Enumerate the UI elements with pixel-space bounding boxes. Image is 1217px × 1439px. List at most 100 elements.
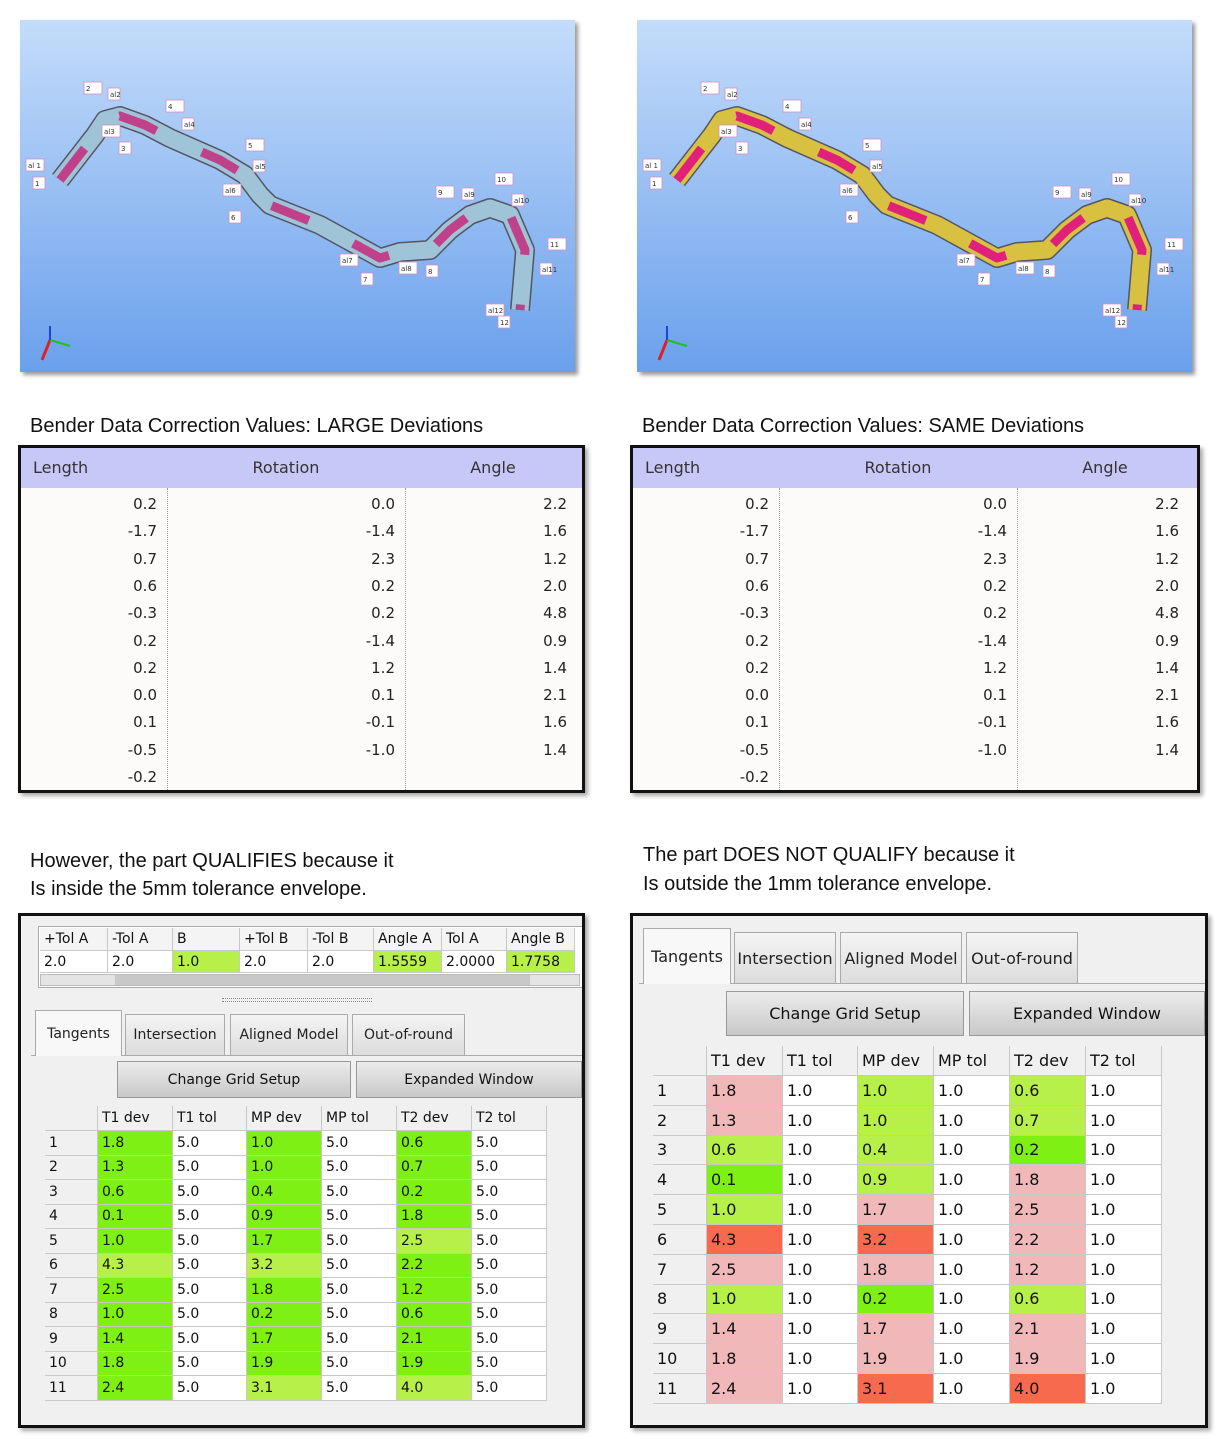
grid-cell: 5.0 [322, 1131, 397, 1156]
label-box [700, 81, 720, 95]
table-cell: -1.4 [977, 631, 1007, 650]
grid-cell: 1.0 [707, 1195, 783, 1225]
grid-cell: 5.0 [322, 1180, 397, 1205]
strip-header: Angle A [374, 928, 442, 951]
grid-cell: 0.6 [397, 1302, 472, 1327]
grid-cell: 0.4 [858, 1135, 934, 1166]
label-box [181, 117, 195, 131]
button[interactable]: Expanded Window [356, 1061, 582, 1098]
grid-cell: 5.0 [322, 1253, 397, 1278]
grid-cell: 1.0 [934, 1284, 1010, 1315]
point-label: 1 [652, 180, 656, 188]
tab[interactable]: Tangents [643, 928, 731, 984]
strip-value: 2.0 [240, 951, 308, 973]
label-box [718, 124, 738, 138]
grid-cell: 1.8 [707, 1076, 783, 1106]
label-box [642, 158, 662, 172]
grid-cell: 1.0 [934, 1165, 1010, 1196]
grid-cell: 1.0 [1086, 1135, 1162, 1166]
table-cell: 4.8 [1155, 604, 1179, 623]
grid-cell: 5.0 [173, 1302, 247, 1327]
table-cell: 2.3 [983, 549, 1007, 568]
table-cell: 1.2 [1155, 549, 1179, 568]
table-cell: -1.0 [365, 740, 395, 759]
tab-baseline [31, 1055, 582, 1056]
grid-cell: 0.1 [98, 1204, 173, 1229]
label-box [494, 172, 514, 186]
label-box [539, 262, 553, 276]
row-label: 6 [653, 1225, 707, 1255]
grid-cell: 1.0 [783, 1195, 858, 1225]
grid-cell: 4.3 [707, 1225, 783, 1255]
point-label: al12 [1105, 307, 1120, 315]
point-label: al4 [801, 121, 812, 129]
grid-cell: 5.0 [472, 1302, 547, 1327]
point-label: 4 [168, 103, 173, 111]
table-cell: 0.2 [371, 604, 395, 623]
table-cell: -0.3 [127, 604, 157, 623]
table-cell: -1.4 [365, 522, 395, 541]
tab[interactable]: Out-of-round [352, 1014, 465, 1055]
grid-cell: 1.0 [1086, 1284, 1162, 1315]
row-label: 4 [653, 1165, 707, 1196]
grid-cell: 1.0 [934, 1105, 1010, 1136]
grid-cell: 3.1 [247, 1376, 322, 1401]
note-line: Is inside the 5mm tolerance envelope. [30, 878, 367, 900]
point-label: al10 [514, 197, 529, 205]
table-cell: -1.4 [977, 522, 1007, 541]
label-box [339, 253, 359, 267]
grid-header: T2 dev [397, 1106, 472, 1131]
tab[interactable]: Out-of-round [966, 932, 1078, 983]
label-box [252, 159, 266, 173]
tab[interactable]: Aligned Model [230, 1014, 348, 1055]
column-separator [1017, 488, 1018, 790]
point-label: al11 [542, 266, 557, 274]
table-cell: 0.2 [133, 631, 157, 650]
scrollbar-thumb[interactable] [115, 975, 530, 985]
label-box [1114, 315, 1128, 329]
point-label: 2 [86, 85, 90, 93]
table-cell: 0.0 [983, 495, 1007, 513]
table-cell: -0.5 [739, 740, 769, 759]
label-box [228, 210, 242, 224]
point-label: 3 [738, 145, 742, 153]
grid-cell: 1.0 [98, 1229, 173, 1254]
grid-cell: 1.0 [1086, 1254, 1162, 1285]
tab[interactable]: Tangents [35, 1010, 122, 1056]
tab[interactable]: Aligned Model [840, 932, 962, 983]
grid-cell: 0.2 [858, 1284, 934, 1315]
table-cell: 0.0 [133, 686, 157, 705]
grid-cell: 1.0 [934, 1254, 1010, 1285]
table-cell: 0.9 [1155, 631, 1179, 650]
grid-cell: 2.5 [397, 1229, 472, 1254]
grid-cell: 5.0 [472, 1351, 547, 1376]
row-label: 4 [45, 1204, 98, 1229]
table-cell: 1.2 [371, 658, 395, 677]
table-header [633, 448, 1197, 488]
grid-cell: 1.0 [934, 1225, 1010, 1255]
label-box [83, 81, 103, 95]
grid-cell: 5.0 [472, 1180, 547, 1205]
label-box [977, 272, 991, 286]
grid-header: T2 tol [1086, 1046, 1162, 1076]
column-separator [779, 488, 780, 790]
button[interactable]: Change Grid Setup [726, 991, 964, 1036]
table-cell: 0.0 [371, 495, 395, 513]
note-line: Is outside the 1mm tolerance envelope. [643, 873, 993, 895]
grid-cell: 3.2 [247, 1253, 322, 1278]
point-label: al10 [1131, 197, 1146, 205]
grid-cell: 1.9 [858, 1344, 934, 1374]
grid-cell: 2.4 [707, 1374, 783, 1404]
button[interactable]: Expanded Window [969, 991, 1205, 1036]
software-panel: Tangents Intersection Aligned Model Out-of-… [630, 913, 1208, 1428]
grid-cell: 1.0 [934, 1314, 1010, 1345]
table-caption: Bender Data Correction Values: SAME Devi… [642, 415, 1085, 437]
tab[interactable]: Intersection [125, 1014, 225, 1055]
tab[interactable]: Intersection [734, 932, 836, 983]
grid-cell: 2.1 [397, 1327, 472, 1352]
point-label: al12 [488, 307, 503, 315]
row-label: 8 [45, 1302, 98, 1327]
table-cell: -0.5 [127, 740, 157, 759]
button[interactable]: Change Grid Setup [117, 1061, 351, 1098]
table-cell: 0.2 [133, 495, 157, 513]
